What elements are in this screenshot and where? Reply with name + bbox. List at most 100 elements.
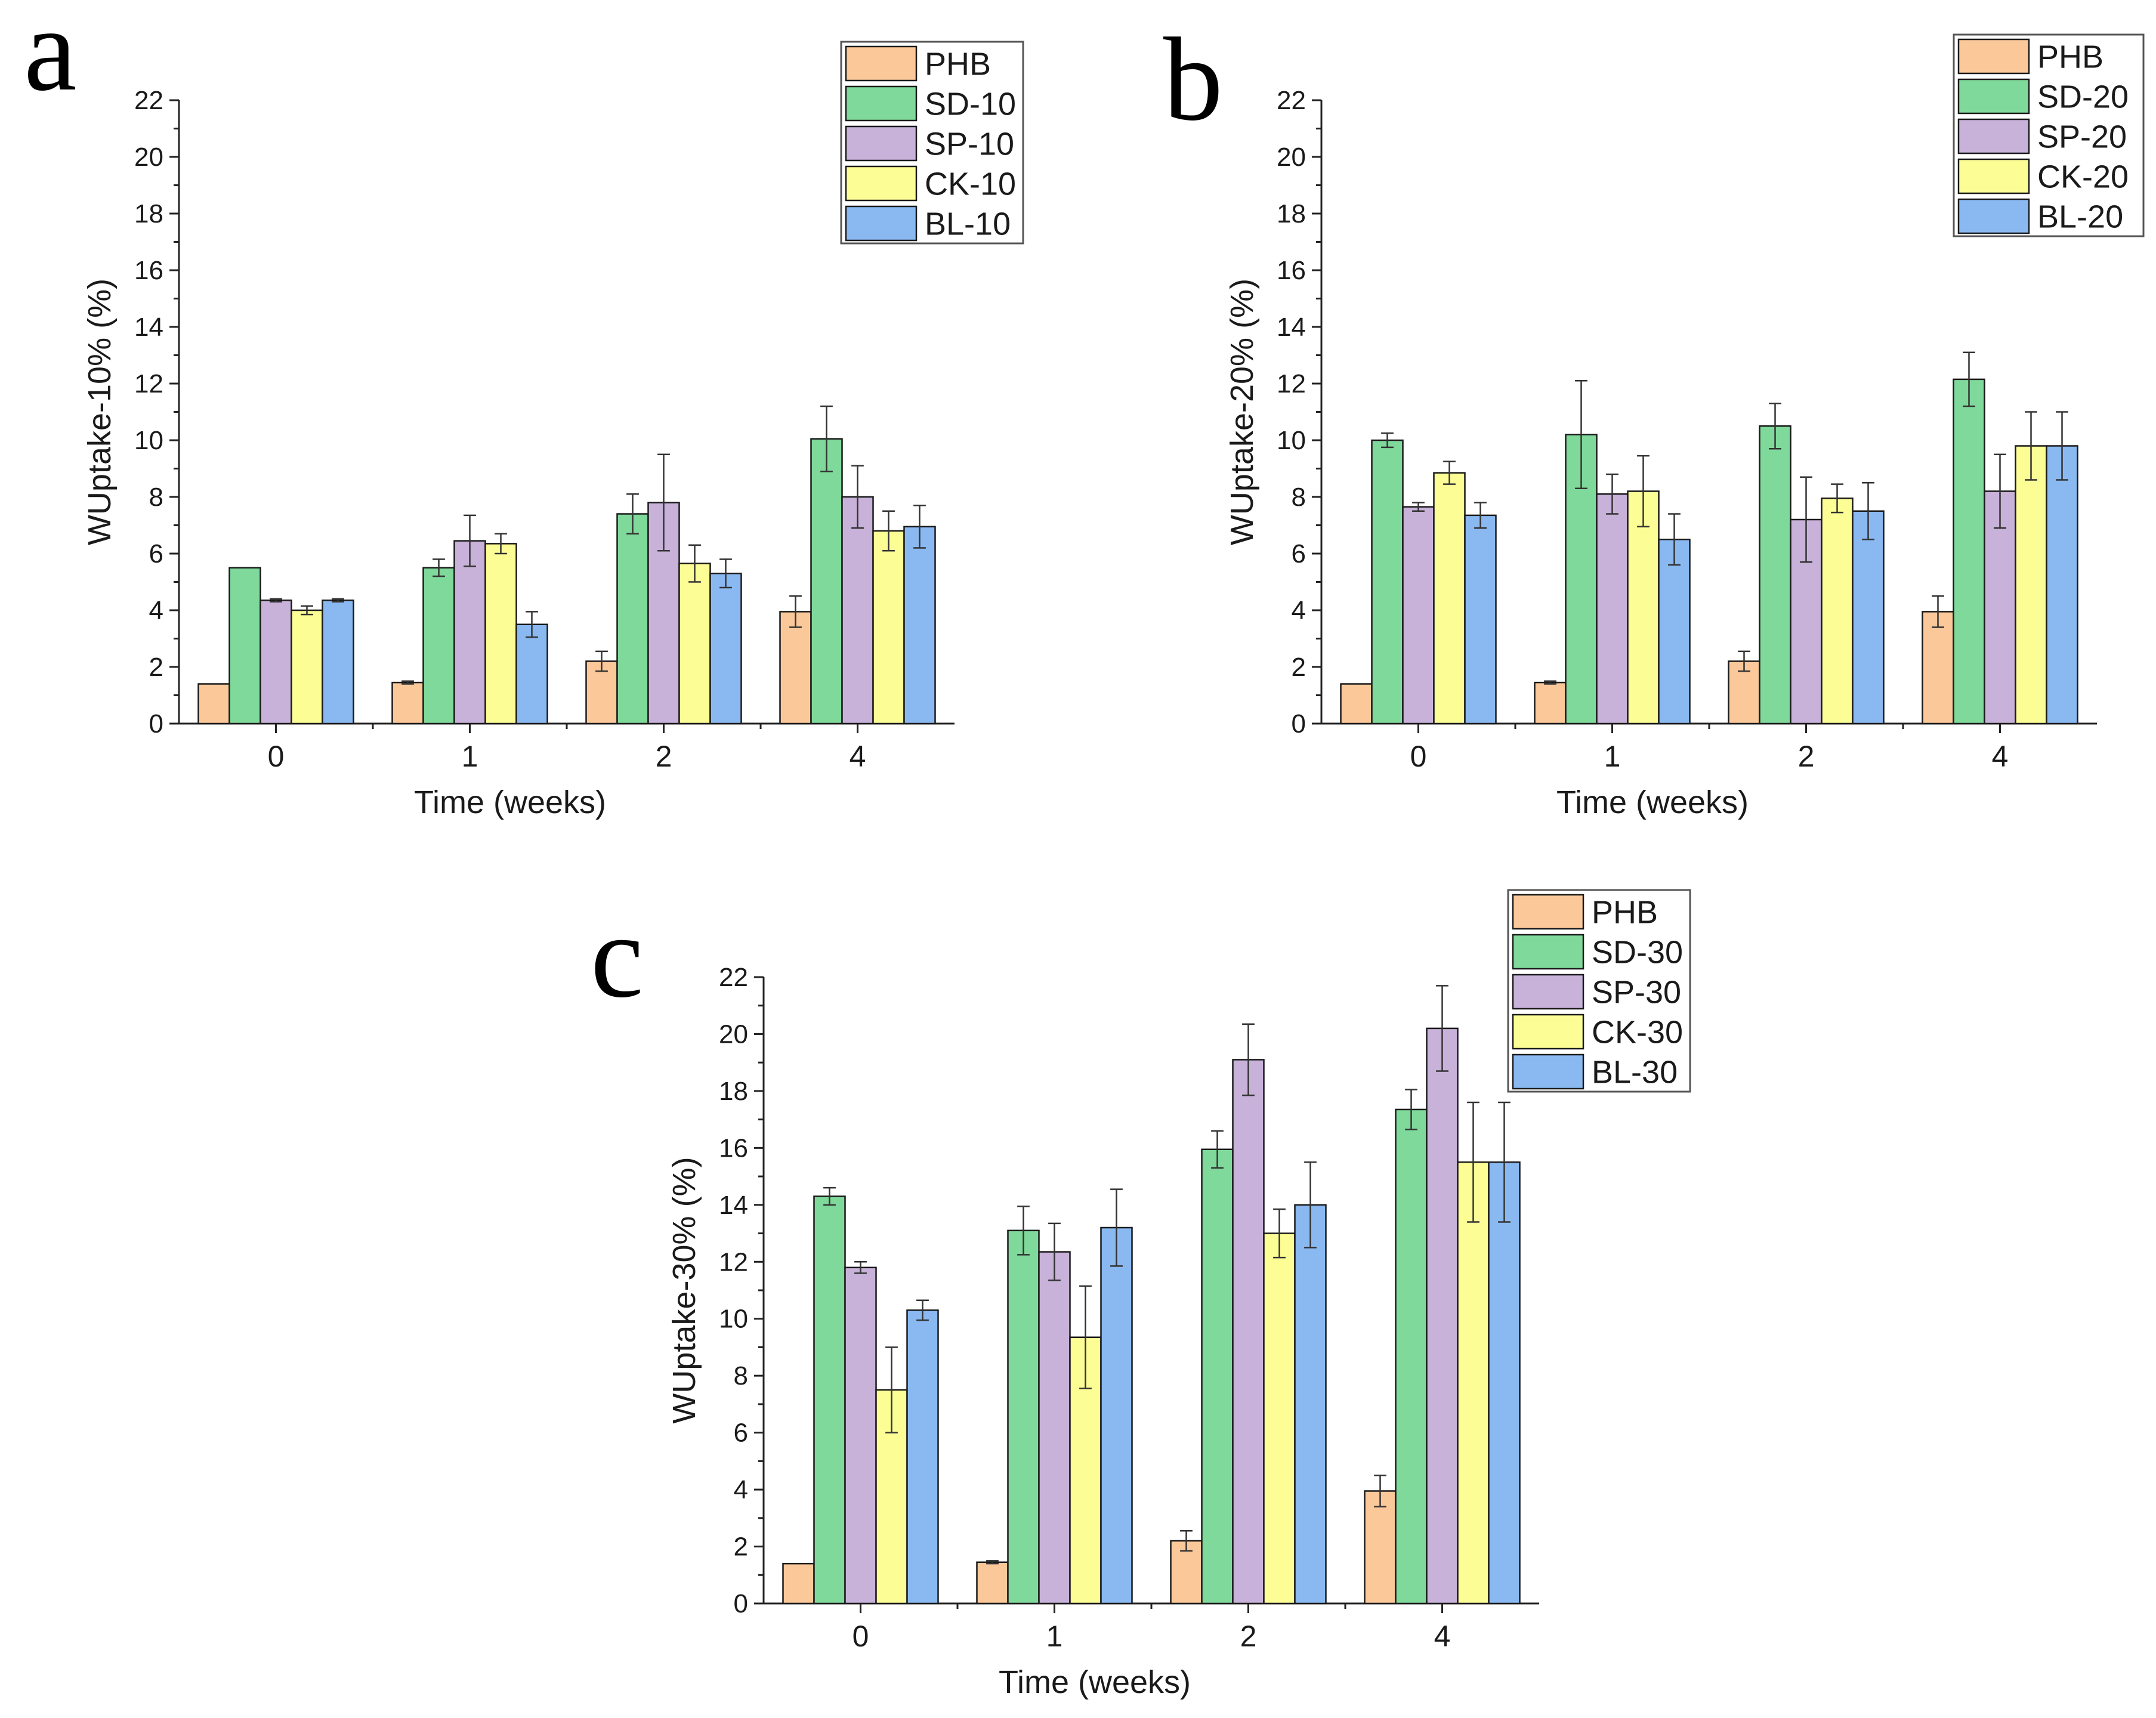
y-tick-label: 22 (134, 86, 163, 115)
bar-SD-30-0 (813, 1195, 846, 1605)
bar-CK-10-1 (484, 543, 517, 725)
y-tick-label: 2 (1292, 653, 1306, 682)
bar-BL-30-1 (1100, 1226, 1133, 1605)
legend-label: BL-30 (1592, 1055, 1678, 1090)
y-tick-label: 12 (134, 369, 163, 398)
y-tick-label: 16 (1277, 256, 1306, 285)
bar-SD-30-2 (1201, 1148, 1234, 1605)
bar-BL-10-0 (322, 600, 354, 725)
legend-label: CK-30 (1592, 1015, 1683, 1050)
legend-swatch (845, 45, 918, 82)
x-axis-title: Time (weeks) (414, 784, 606, 820)
bar-CK-20-0 (1433, 472, 1466, 725)
legend: PHB SD-10 SP-10 CK-10 BL-10 (840, 41, 1024, 245)
y-tick-label: 16 (719, 1133, 748, 1163)
bar-CK-30-2 (1263, 1232, 1296, 1605)
bar-CK-10-4 (872, 530, 905, 725)
y-tick-label: 0 (1292, 709, 1306, 739)
bar-CK-30-4 (1457, 1161, 1490, 1605)
y-tick-label: 6 (1292, 539, 1306, 568)
y-tick-label: 6 (149, 539, 163, 568)
y-tick-label: 20 (719, 1019, 748, 1049)
bar-SP-10-0 (260, 600, 292, 725)
y-axis-title: WUptake-10% (%) (82, 279, 118, 545)
bar-PHB-0 (782, 1562, 815, 1605)
x-tick-label: 1 (1604, 740, 1621, 773)
bar-CK-10-0 (291, 609, 323, 725)
bar-SD-30-1 (1007, 1229, 1040, 1605)
legend-swatch (1512, 894, 1584, 930)
y-tick-label: 10 (1277, 426, 1306, 455)
legend-swatch (1512, 1053, 1584, 1090)
bar-CK-20-2 (1821, 498, 1854, 725)
y-tick-label: 22 (1277, 86, 1306, 115)
y-tick-label: 4 (1292, 596, 1306, 625)
legend-label: SP-10 (925, 126, 1014, 162)
bar-BL-30-4 (1488, 1161, 1521, 1605)
y-tick-label: 2 (734, 1532, 748, 1562)
y-tick-label: 14 (1277, 313, 1306, 342)
legend-swatch (1512, 974, 1584, 1010)
bar-CK-20-1 (1627, 490, 1660, 725)
bar-SD-20-4 (1953, 378, 1985, 725)
y-tick-label: 4 (149, 596, 163, 625)
x-tick-label: 2 (656, 740, 672, 773)
legend-label: PHB (1592, 895, 1658, 931)
legend-label: SP-20 (2037, 119, 2127, 155)
y-tick-label: 12 (1277, 369, 1306, 398)
legend-label: PHB (925, 47, 991, 82)
panel-letter: a (24, 0, 77, 116)
bar-SP-10-4 (841, 496, 874, 725)
bar-BL-20-1 (1658, 539, 1691, 725)
legend-label: BL-10 (925, 206, 1011, 242)
legend-swatch (1957, 78, 2030, 115)
x-tick-label: 0 (1410, 740, 1427, 773)
y-axis-title: WUptake-20% (%) (1224, 279, 1260, 545)
y-tick-label: 20 (1277, 143, 1306, 172)
legend-label: SD-20 (2037, 79, 2129, 115)
bar-SD-20-2 (1759, 425, 1791, 725)
y-tick-label: 10 (134, 426, 163, 455)
legend-label: PHB (2037, 39, 2104, 75)
y-tick-label: 0 (734, 1589, 748, 1618)
bar-SP-30-4 (1426, 1027, 1459, 1605)
y-tick-label: 20 (134, 143, 163, 172)
y-tick-label: 10 (719, 1305, 748, 1334)
y-axis-title: WUptake-30% (%) (666, 1157, 702, 1423)
legend-label: CK-10 (925, 166, 1016, 202)
bar-PHB-4 (1922, 611, 1954, 725)
y-tick-label: 18 (134, 199, 163, 228)
y-tick-label: 14 (134, 313, 163, 342)
bar-BL-20-2 (1852, 510, 1885, 725)
legend-swatch (1957, 38, 2030, 75)
bar-SP-30-0 (844, 1266, 877, 1605)
y-tick-label: 8 (734, 1361, 748, 1391)
bar-PHB-0 (197, 683, 230, 725)
legend-swatch (1512, 1014, 1584, 1050)
legend-swatch (845, 85, 918, 122)
bar-SP-20-1 (1596, 493, 1629, 725)
bar-PHB-1 (391, 681, 424, 725)
bar-BL-10-2 (709, 573, 742, 725)
bar-SP-30-2 (1232, 1059, 1265, 1605)
bar-PHB-4 (779, 611, 812, 725)
y-tick-label: 0 (149, 709, 163, 739)
bar-SD-10-2 (616, 513, 649, 725)
bar-CK-10-2 (678, 563, 711, 725)
bar-BL-20-0 (1464, 514, 1497, 725)
y-tick-label: 2 (149, 653, 163, 682)
panel-letter: c (591, 891, 644, 1022)
y-tick-label: 8 (1292, 483, 1306, 512)
bar-BL-10-1 (515, 623, 548, 725)
y-tick-label: 12 (719, 1247, 748, 1277)
x-tick-label: 2 (1798, 740, 1815, 773)
bar-SP-10-1 (453, 540, 486, 725)
bar-SD-20-0 (1371, 439, 1404, 725)
bar-PHB-1 (976, 1561, 1009, 1605)
legend-swatch (845, 165, 918, 202)
bar-BL-30-2 (1294, 1204, 1327, 1605)
